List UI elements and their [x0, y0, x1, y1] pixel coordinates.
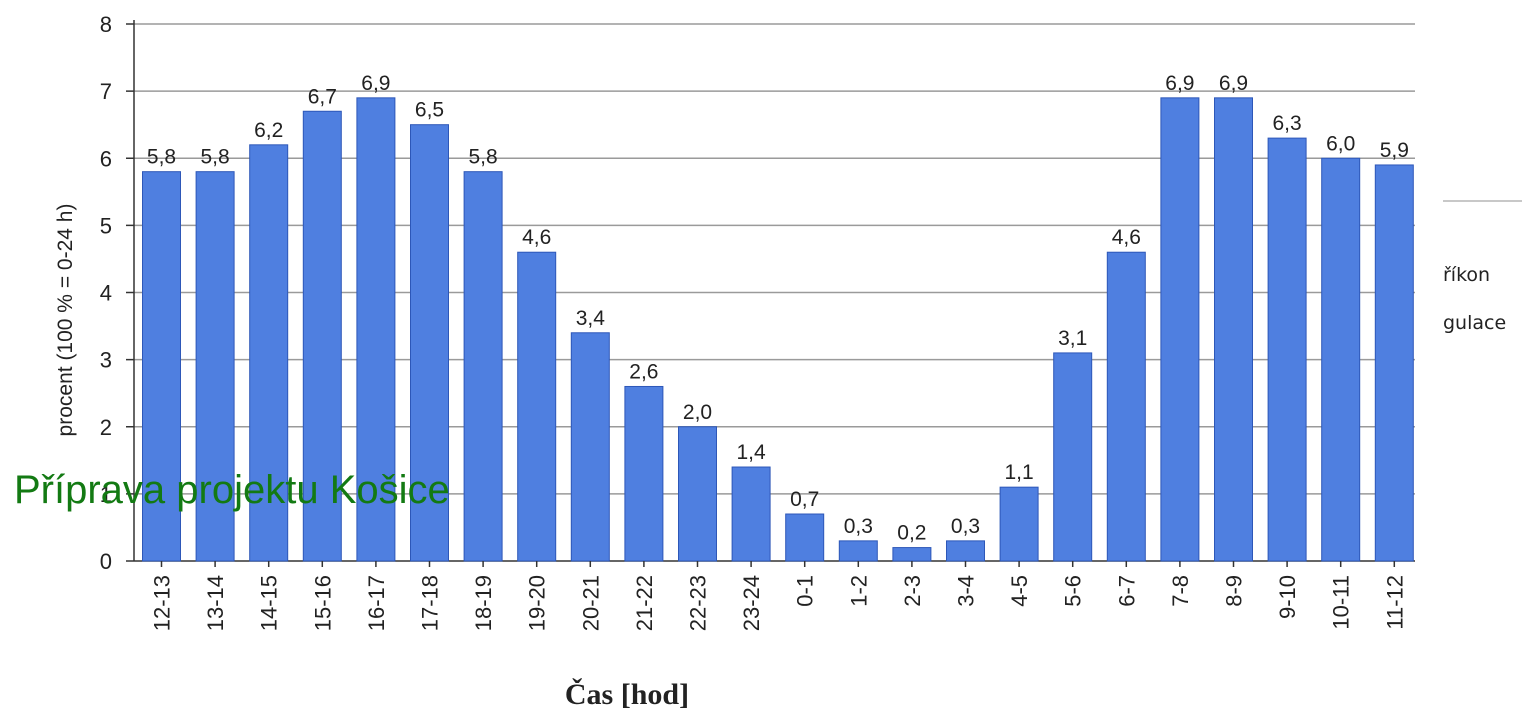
y-tick-label: 5 [100, 213, 112, 238]
y-tick-label: 7 [100, 79, 112, 104]
x-tick-label: 18-19 [471, 575, 496, 631]
x-tick-label: 9-10 [1275, 575, 1300, 619]
value-label: 3,1 [1058, 327, 1087, 350]
x-tick-label: 17-18 [418, 575, 443, 631]
side-fragment-1: říkon [1443, 264, 1491, 286]
x-tick-label: 20-21 [578, 575, 603, 631]
value-labels: 5,8 5,8 6,2 6,7 6,9 6,5 5,8 4,6 3,4 2,6 2,0 1,4 0,7 0… [147, 72, 1409, 545]
y-tick-label: 8 [100, 12, 112, 37]
x-tick-label: 12-13 [150, 575, 175, 631]
x-tick-label: 6-7 [1114, 575, 1139, 607]
value-label: 0,2 [897, 522, 926, 545]
bar [946, 540, 985, 562]
y-tick-label: 2 [100, 415, 112, 440]
x-tick-label: 23-24 [739, 575, 764, 631]
overlay-title: Příprava projektu Košice [14, 468, 450, 512]
value-label: 2,6 [629, 360, 658, 383]
x-tick-label: 13-14 [203, 575, 228, 631]
side-fragment-2: gulace [1443, 312, 1507, 334]
x-tick-label: 16-17 [364, 575, 389, 631]
x-tick-label: 14-15 [257, 575, 282, 631]
y-tick-label: 4 [100, 281, 112, 306]
y-tick-label: 0 [100, 549, 112, 574]
bar [463, 171, 503, 562]
bars [142, 97, 1414, 562]
y-tick-label: 3 [100, 348, 112, 373]
bar [1374, 164, 1414, 562]
bar [731, 466, 771, 562]
value-label: 6,5 [415, 99, 444, 122]
x-tick-label: 19-20 [525, 575, 550, 631]
bar [356, 97, 396, 562]
axes [133, 20, 1415, 562]
y-axis-ticks: 0 1 2 3 4 5 6 7 8 [100, 12, 134, 574]
x-axis-label: Čas [hod] [565, 678, 689, 711]
bar [570, 332, 610, 562]
x-tick-label: 7-8 [1168, 575, 1193, 607]
bar [195, 171, 235, 562]
value-label: 0,3 [844, 515, 873, 538]
bar [892, 547, 932, 562]
x-tick-label: 8-9 [1222, 575, 1247, 607]
x-tick-label: 11-12 [1382, 575, 1407, 630]
value-label: 5,8 [147, 146, 176, 169]
value-label: 6,3 [1272, 112, 1301, 135]
value-label: 2,0 [683, 401, 712, 424]
x-tick-label: 10-11 [1329, 575, 1354, 630]
x-tick-label: 4-5 [1007, 575, 1032, 607]
value-label: 0,7 [790, 488, 819, 511]
bar [678, 426, 717, 562]
bar [999, 486, 1039, 562]
x-tick-label: 1-2 [846, 575, 871, 607]
bar [624, 385, 664, 562]
x-tick-label: 15-16 [310, 575, 335, 631]
bar [517, 251, 557, 562]
x-axis-ticks: 12-13 13-14 14-15 15-16 16-17 17-18 18-19 19-20… [150, 561, 1407, 631]
value-label: 6,7 [308, 85, 337, 108]
value-label: 4,6 [522, 226, 551, 249]
x-tick-label: 3-4 [954, 575, 979, 607]
bar [302, 110, 342, 562]
bar [1106, 251, 1146, 562]
value-label: 0,3 [951, 515, 980, 538]
bar [838, 540, 878, 562]
value-label: 3,4 [576, 307, 606, 330]
side-divider [1443, 200, 1522, 202]
y-tick-label: 1 [100, 482, 112, 507]
bar [1321, 157, 1361, 562]
value-label: 6,9 [361, 72, 390, 95]
value-label: 1,1 [1004, 461, 1033, 484]
value-label: 6,9 [1219, 72, 1248, 95]
x-tick-label: 2-3 [900, 575, 925, 607]
value-label: 5,9 [1380, 139, 1409, 162]
x-tick-label: 21-22 [632, 575, 657, 631]
bar [785, 513, 825, 562]
y-axis-label: procent (100 % = 0-24 h) [54, 204, 77, 437]
bar [1214, 97, 1253, 562]
x-tick-label: 0-1 [793, 575, 818, 607]
bar [142, 171, 181, 562]
value-label: 1,4 [736, 441, 766, 464]
grid-lines [134, 23, 1415, 495]
bar [1160, 97, 1200, 562]
bar [1267, 137, 1307, 562]
value-label: 5,8 [200, 146, 229, 169]
bar [1053, 352, 1093, 562]
x-tick-label: 5-6 [1061, 575, 1086, 607]
bar [410, 124, 449, 562]
value-label: 6,0 [1326, 132, 1355, 155]
value-label: 4,6 [1112, 226, 1141, 249]
value-label: 5,8 [468, 146, 497, 169]
x-tick-label: 22-23 [686, 575, 711, 631]
value-label: 6,9 [1165, 72, 1194, 95]
value-label: 6,2 [254, 119, 283, 142]
y-tick-label: 6 [100, 146, 112, 171]
